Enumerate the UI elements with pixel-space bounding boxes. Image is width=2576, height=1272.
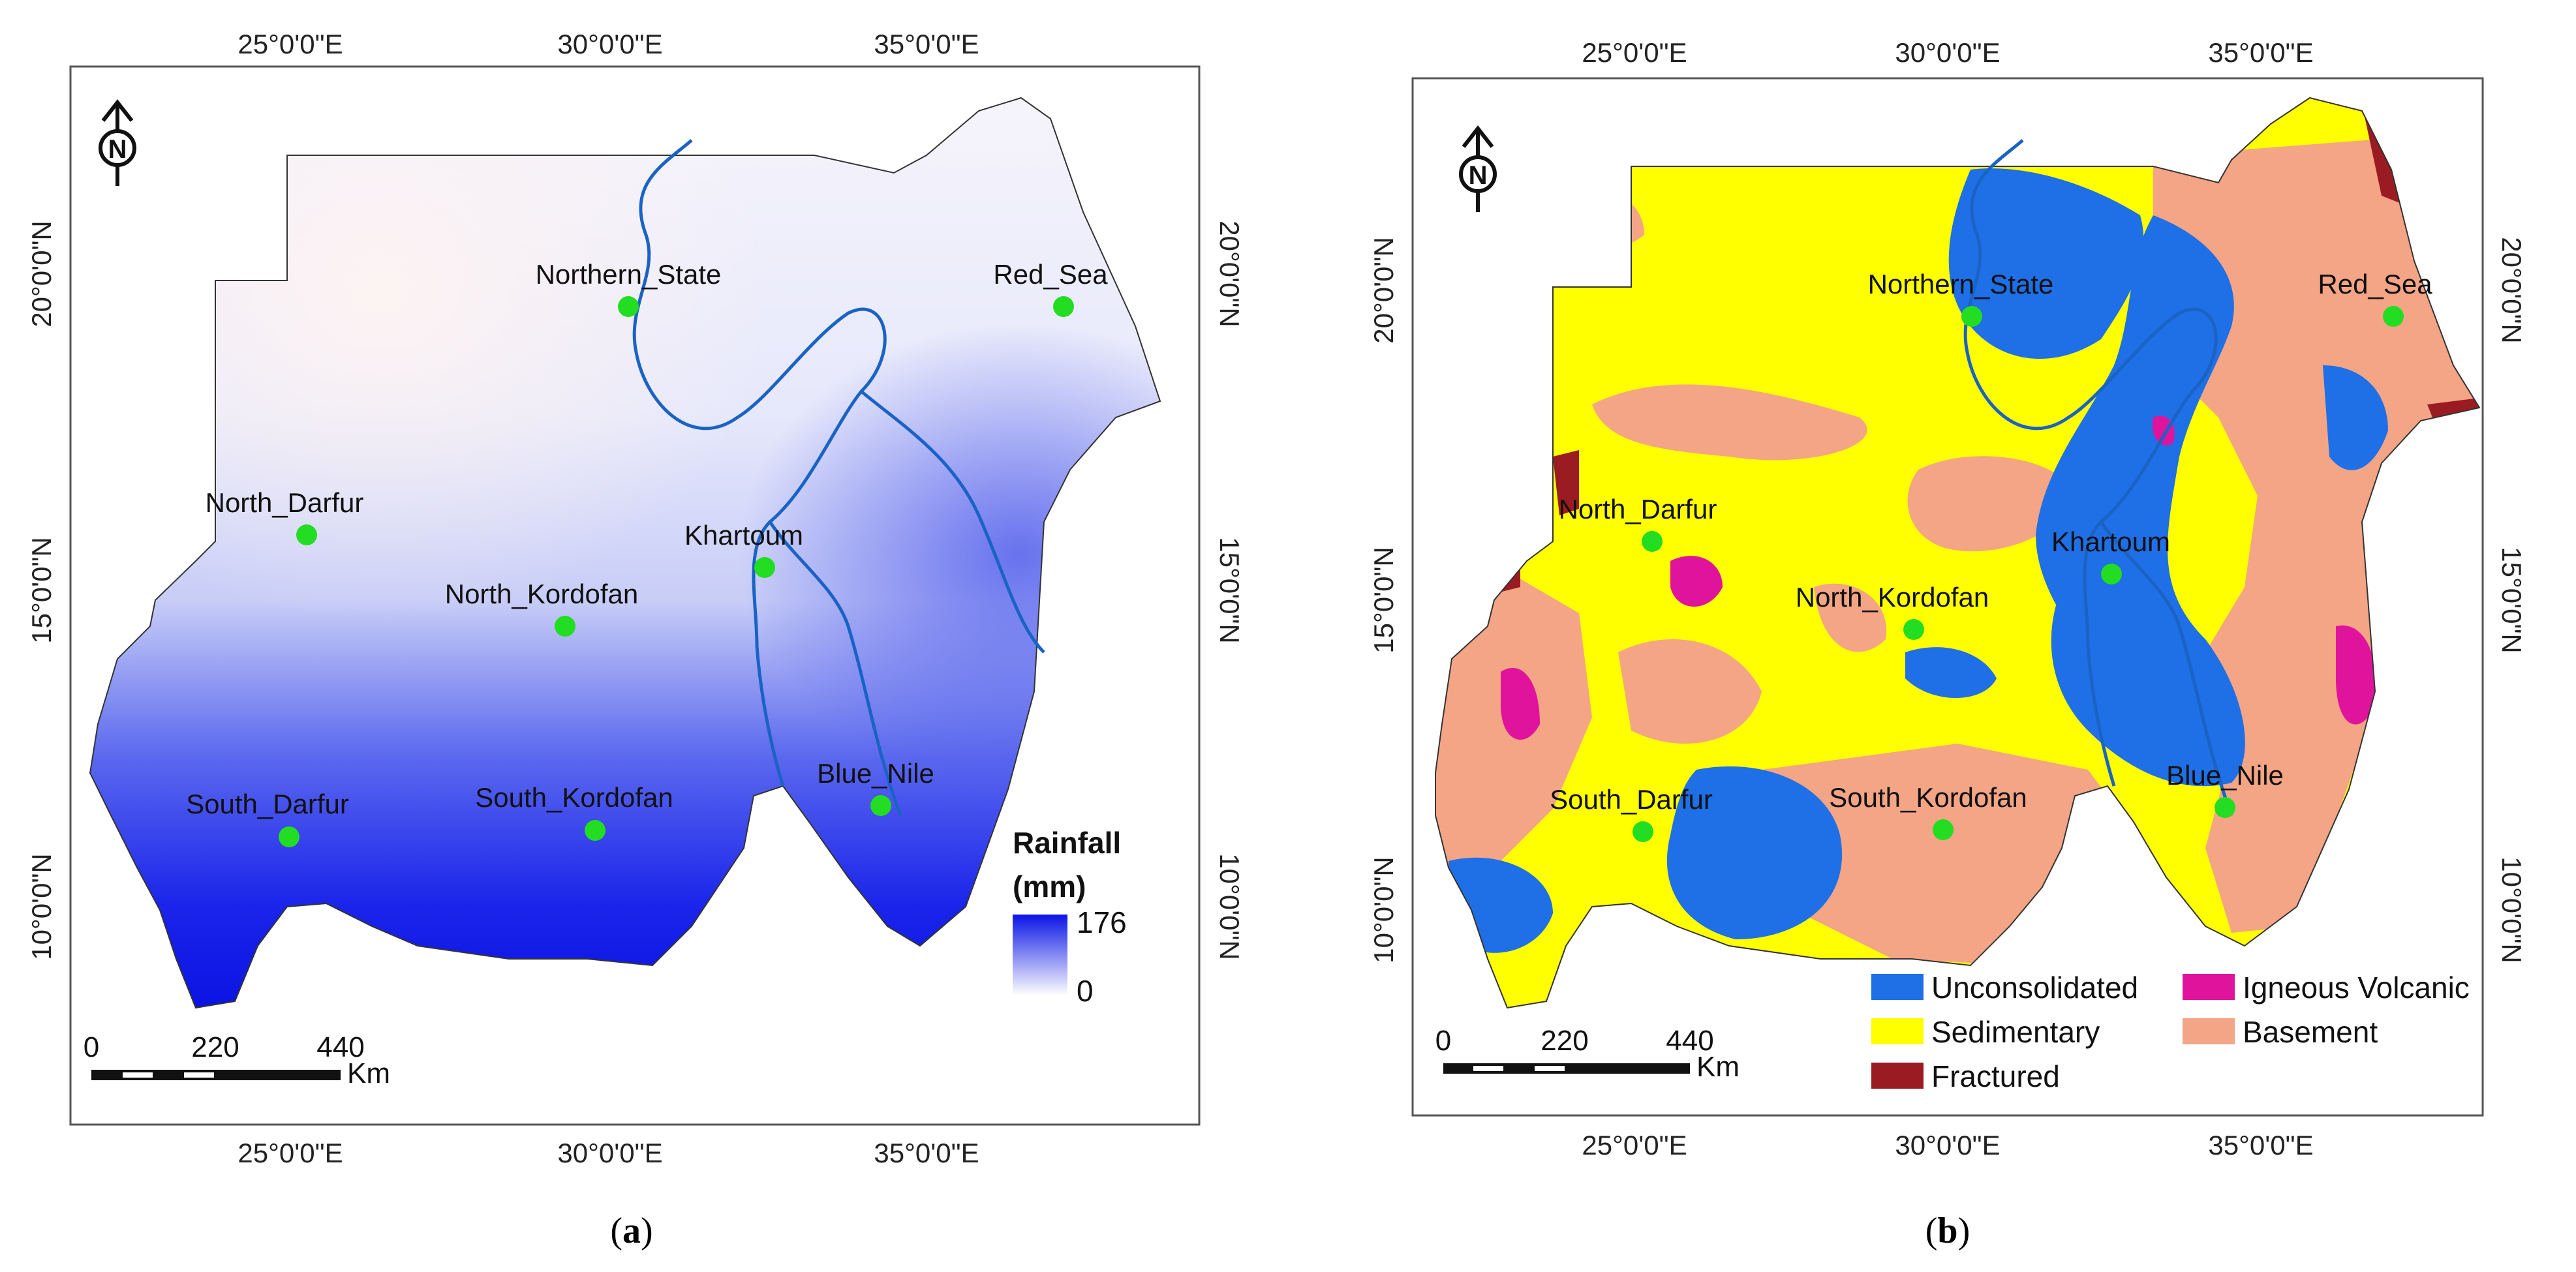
- lat-tick-right: 20°0'0"N: [1214, 220, 1245, 327]
- legend-unit: (mm): [1013, 870, 1086, 903]
- scale-label: 0: [84, 1031, 99, 1063]
- legend-swatch: [1871, 1018, 1924, 1044]
- legend-label: Unconsolidated: [1931, 971, 2138, 1005]
- city-marker: [754, 557, 775, 578]
- lat-tick-left: 10°0'0"N: [1368, 856, 1399, 963]
- lat-tick-left: 20°0'0"N: [26, 220, 57, 327]
- lat-tick-right: 10°0'0"N: [2496, 856, 2527, 963]
- place-label: Blue_Nile: [2166, 760, 2284, 791]
- legend-swatch: [2183, 974, 2235, 1000]
- place-label: North_Kordofan: [1796, 582, 1989, 613]
- place-markers: Northern_State Red_Sea North_Darfur Khar…: [186, 259, 1108, 847]
- city-marker: [279, 826, 299, 847]
- place-label: Khartoum: [684, 520, 803, 551]
- lat-tick-right: 15°0'0"N: [1214, 537, 1245, 644]
- city-marker: [555, 616, 575, 637]
- legend-label: Fractured: [1931, 1059, 2060, 1093]
- panel-a: 25°0'0"E 30°0'0"E 35°0'0"E 25°0'0"E 30°0…: [26, 29, 1245, 1251]
- north-arrow: N: [1459, 125, 1497, 212]
- lat-tick-left: 10°0'0"N: [26, 853, 57, 960]
- panel-caption: (a): [610, 1211, 652, 1251]
- place-label: North_Kordofan: [445, 579, 639, 609]
- city-marker: [2101, 564, 2122, 584]
- lon-tick-bottom: 35°0'0"E: [874, 1138, 979, 1168]
- panel-b: 25°0'0"E 30°0'0"E 35°0'0"E 25°0'0"E 30°0…: [1368, 37, 2527, 1251]
- city-marker: [870, 795, 891, 816]
- city-marker: [1961, 306, 1982, 327]
- legend-color-ramp: [1013, 915, 1067, 995]
- lat-tick-left: 15°0'0"N: [1368, 547, 1399, 654]
- geology-legend: Unconsolidated Igneous Volcanic Sediment…: [1871, 971, 2470, 1093]
- city-marker: [1633, 821, 1653, 842]
- scale-label: 220: [1541, 1025, 1588, 1057]
- north-arrow-label: N: [108, 135, 127, 164]
- place-label: Northern_State: [1868, 269, 2054, 299]
- legend-label: Igneous Volcanic: [2243, 971, 2470, 1005]
- legend-max: 176: [1077, 905, 1127, 939]
- lat-tick-left: 15°0'0"N: [26, 537, 57, 644]
- scale-label: 0: [1435, 1025, 1451, 1057]
- city-marker: [1053, 296, 1074, 317]
- legend-label: Sedimentary: [1931, 1015, 2100, 1049]
- lon-tick-top: 25°0'0"E: [238, 29, 343, 59]
- place-label: Khartoum: [2051, 526, 2170, 557]
- north-arrow: N: [99, 99, 136, 186]
- legend-label: Basement: [2243, 1015, 2378, 1049]
- scale-unit: Km: [1696, 1051, 1740, 1083]
- legend-swatch: [2183, 1018, 2235, 1044]
- city-marker: [2383, 306, 2404, 327]
- place-label: Northern_State: [536, 259, 722, 290]
- scale-bar: 0 220 440 Km: [1435, 1025, 1740, 1083]
- lon-tick-top: 30°0'0"E: [1895, 37, 2000, 68]
- city-marker: [1642, 531, 1663, 552]
- place-label: South_Kordofan: [475, 782, 673, 813]
- place-label: North_Darfur: [206, 487, 364, 518]
- lat-tick-right: 10°0'0"N: [1214, 853, 1245, 960]
- lat-tick-right: 15°0'0"N: [2496, 547, 2527, 654]
- nile-river: [632, 139, 1045, 816]
- place-label: North_Darfur: [1559, 494, 1717, 524]
- lon-tick-bottom: 30°0'0"E: [557, 1138, 662, 1168]
- lon-tick-top: 25°0'0"E: [1582, 37, 1687, 68]
- lat-tick-left: 20°0'0"N: [1368, 237, 1399, 344]
- city-marker: [296, 524, 317, 545]
- lon-tick-bottom: 30°0'0"E: [1895, 1130, 2000, 1160]
- lon-tick-bottom: 25°0'0"E: [238, 1138, 343, 1168]
- legend-title: Rainfall: [1013, 826, 1121, 860]
- scale-label: 220: [191, 1031, 239, 1063]
- legend-min: 0: [1077, 974, 1094, 1008]
- place-label: Red_Sea: [2318, 269, 2432, 299]
- place-label: Red_Sea: [993, 259, 1108, 290]
- lat-tick-right: 20°0'0"N: [2496, 237, 2527, 344]
- lon-tick-bottom: 25°0'0"E: [1582, 1130, 1687, 1160]
- scale-unit: Km: [347, 1057, 390, 1089]
- scale-bar: 0 220 440 Km: [84, 1031, 390, 1089]
- scale-label: 440: [1666, 1025, 1713, 1057]
- place-markers: Northern_State Red_Sea North_Darfur Khar…: [1550, 269, 2432, 842]
- panel-caption: (b): [1925, 1211, 1970, 1251]
- lon-tick-bottom: 35°0'0"E: [2208, 1130, 2313, 1160]
- north-arrow-label: N: [1469, 161, 1488, 190]
- city-marker: [1903, 619, 1924, 640]
- place-label: South_Darfur: [186, 789, 349, 819]
- city-marker: [2215, 797, 2235, 818]
- rainfall-legend: Rainfall (mm) 176 0: [1013, 826, 1127, 1008]
- place-label: South_Darfur: [1550, 784, 1713, 815]
- place-label: South_Kordofan: [1829, 782, 2027, 813]
- nile-river: [1963, 139, 2233, 816]
- legend-swatch: [1871, 974, 1924, 1000]
- place-label: Blue_Nile: [817, 758, 934, 789]
- city-marker: [585, 820, 606, 841]
- lon-tick-top: 35°0'0"E: [2208, 37, 2313, 68]
- lon-tick-top: 30°0'0"E: [557, 29, 662, 59]
- scale-label: 440: [316, 1031, 364, 1063]
- city-marker: [1933, 819, 1954, 840]
- legend-swatch: [1871, 1063, 1924, 1089]
- lon-tick-top: 35°0'0"E: [874, 29, 979, 59]
- city-marker: [618, 296, 639, 317]
